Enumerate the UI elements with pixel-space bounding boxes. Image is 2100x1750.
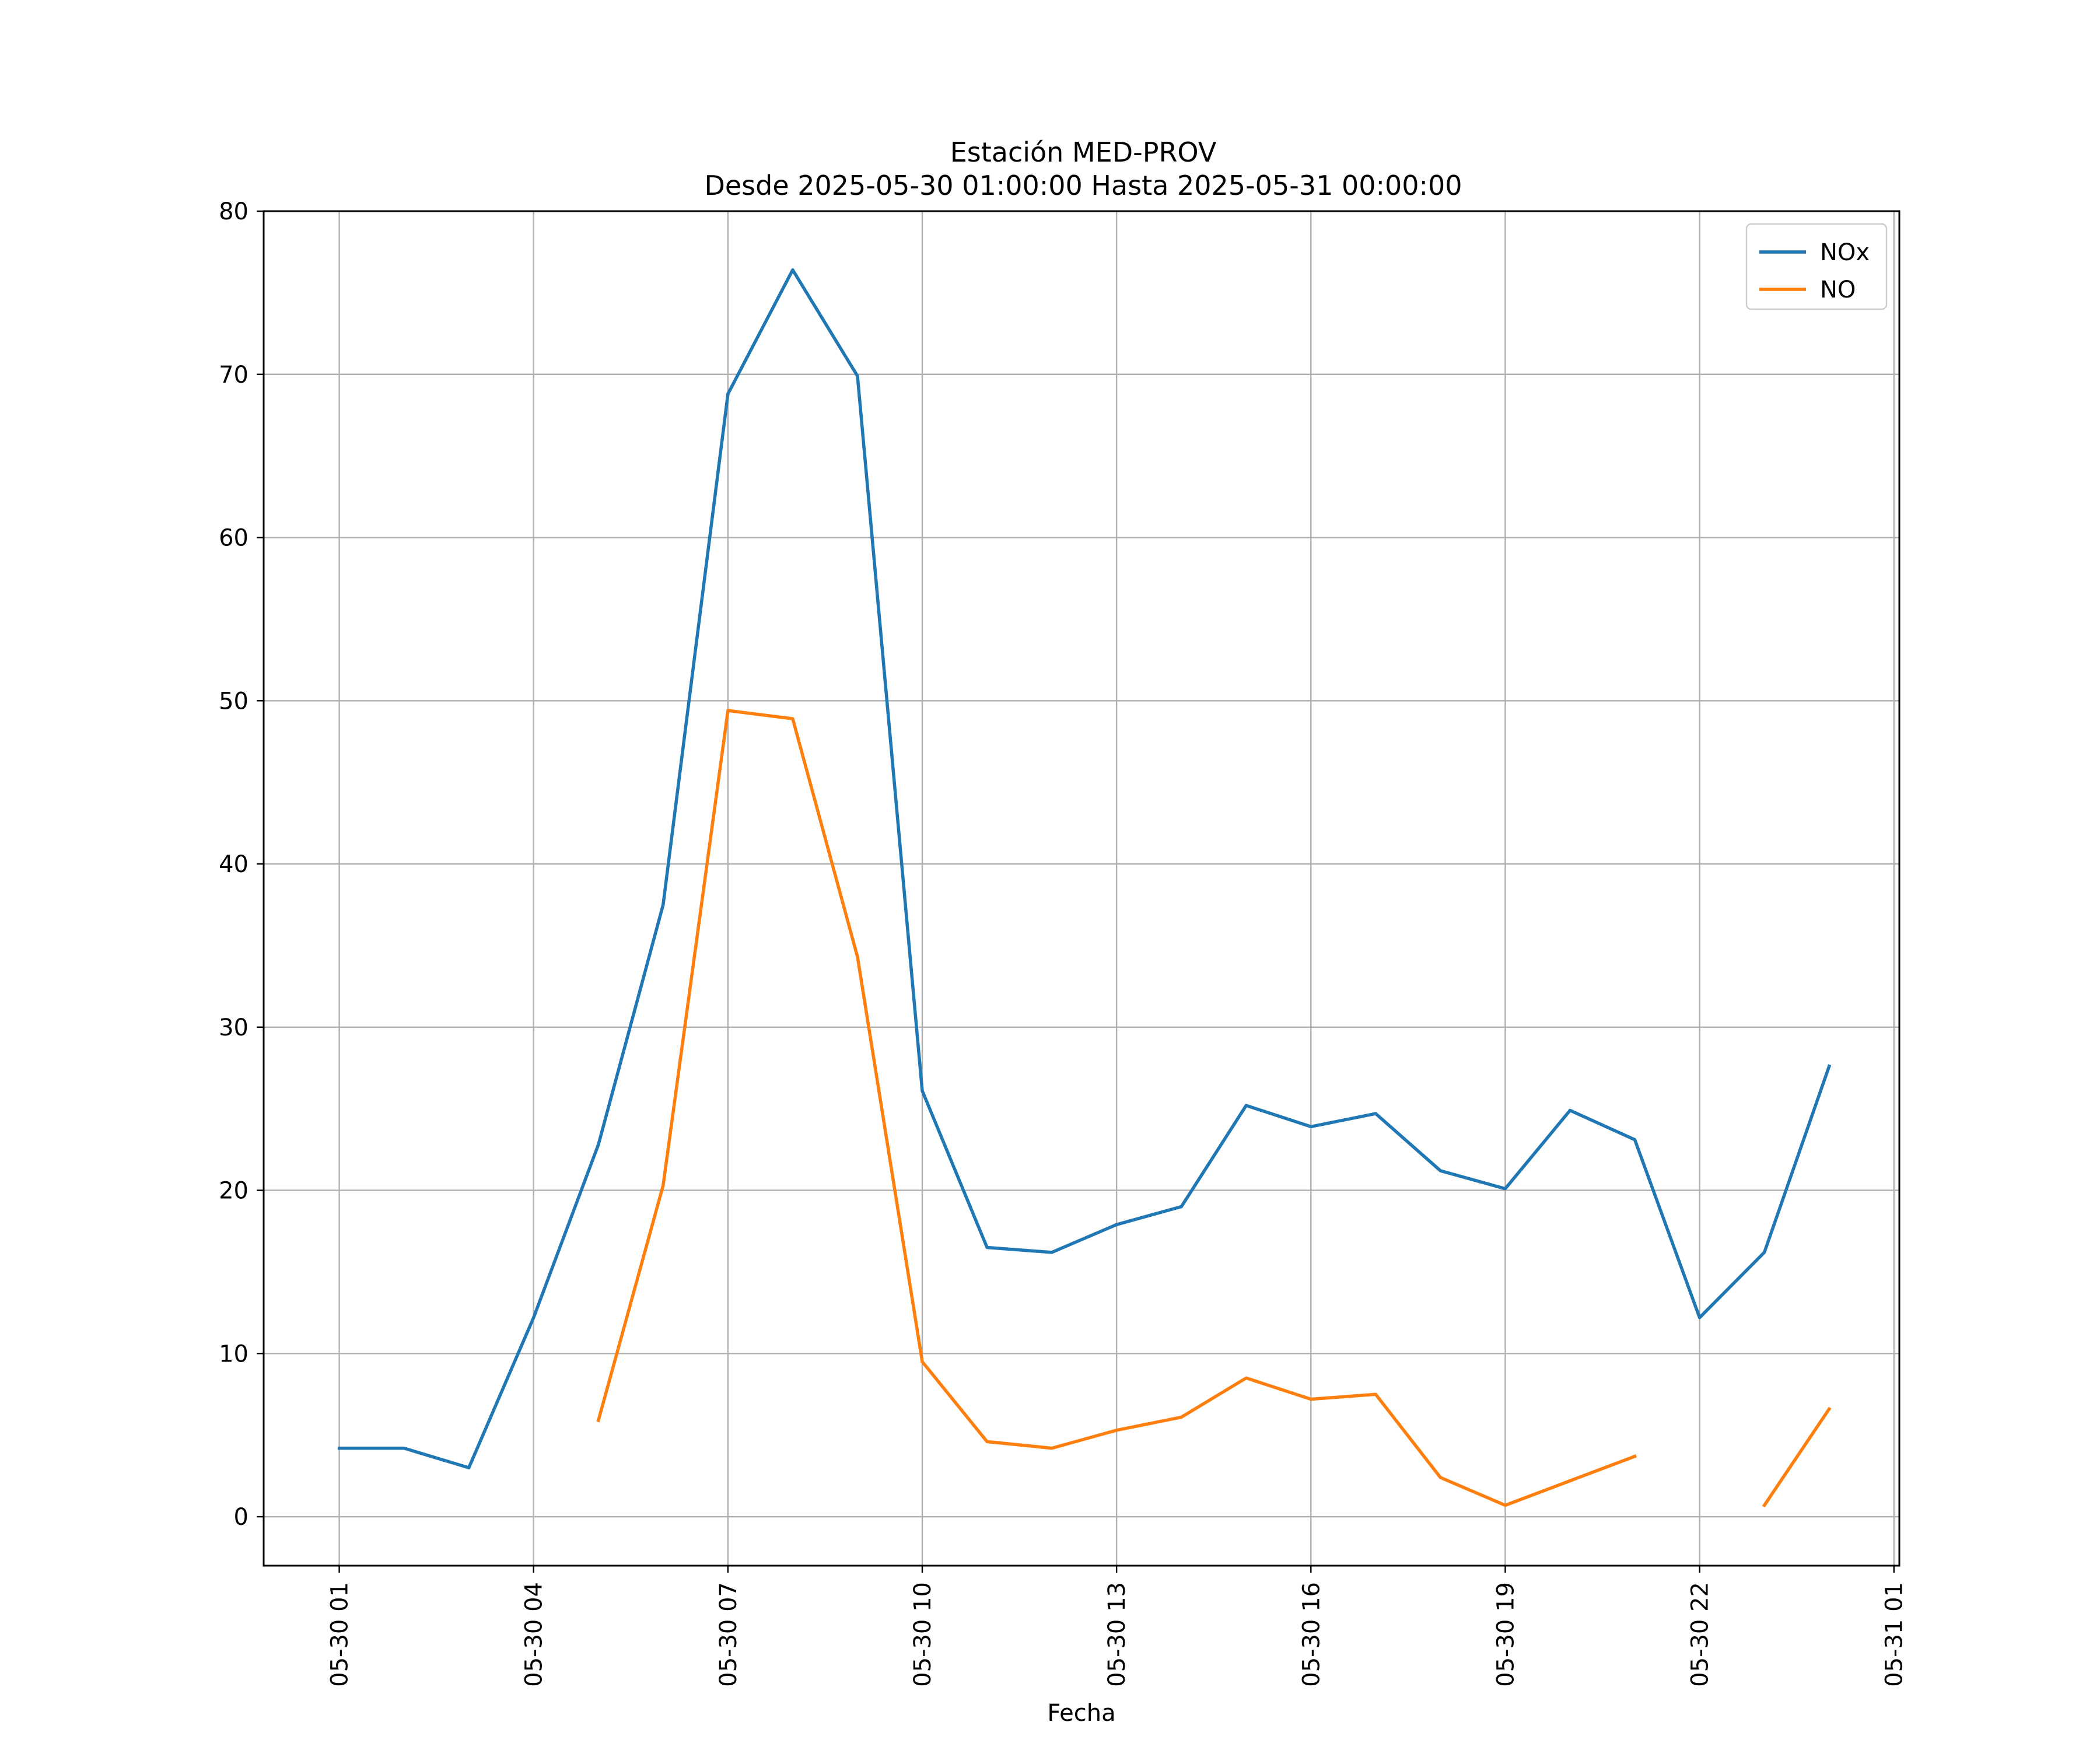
plot-frame	[262, 210, 1901, 1567]
chart-title: Estación MED-PROV	[950, 136, 1217, 168]
legend-label-nox: NOx	[1820, 239, 1870, 266]
x-tick-label: 05-31 01	[1881, 1582, 1908, 1687]
series-line-no	[1762, 1406, 1832, 1508]
chart-subtitle: Desde 2025-05-30 01:00:00 Hasta 2025-05-…	[704, 170, 1462, 201]
legend-label-no: NO	[1820, 276, 1856, 303]
y-tick-label: 40	[219, 851, 249, 878]
y-tick-label: 50	[219, 688, 249, 715]
x-axis-label: Fecha	[1047, 1700, 1115, 1727]
y-tick-label: 60	[219, 525, 249, 552]
x-tick-label: 05-30 13	[1104, 1582, 1130, 1687]
series-line-nox	[337, 268, 1832, 1469]
x-tick-label: 05-30 10	[909, 1582, 936, 1687]
series-no	[596, 709, 1832, 1508]
x-tick-label: 05-30 19	[1492, 1582, 1519, 1687]
series-line-no	[596, 709, 1637, 1507]
y-tick-label: 20	[219, 1178, 249, 1205]
legend-box	[1745, 223, 1888, 310]
y-tick-label: 80	[219, 198, 249, 225]
y-tick-label: 0	[234, 1504, 249, 1531]
y-axis: 0 10 20 30 40 50 60 70 80	[219, 198, 264, 1531]
y-tick-label: 30	[219, 1014, 249, 1041]
x-axis: 05-30 01 05-30 04 05-30 07 05-30 10 05-30 13…	[327, 1566, 1908, 1687]
x-tick-label: 05-30 07	[715, 1582, 742, 1687]
x-tick-label: 05-30 01	[327, 1582, 354, 1687]
series-nox	[337, 268, 1832, 1469]
legend: NOx NO	[1745, 223, 1888, 310]
x-tick-label: 05-30 16	[1298, 1582, 1325, 1687]
x-tick-label: 05-30 22	[1687, 1582, 1714, 1687]
y-tick-label: 70	[219, 362, 249, 388]
y-tick-label: 10	[219, 1340, 249, 1367]
plot-lines	[337, 268, 1832, 1508]
x-tick-label: 05-30 04	[521, 1582, 548, 1687]
